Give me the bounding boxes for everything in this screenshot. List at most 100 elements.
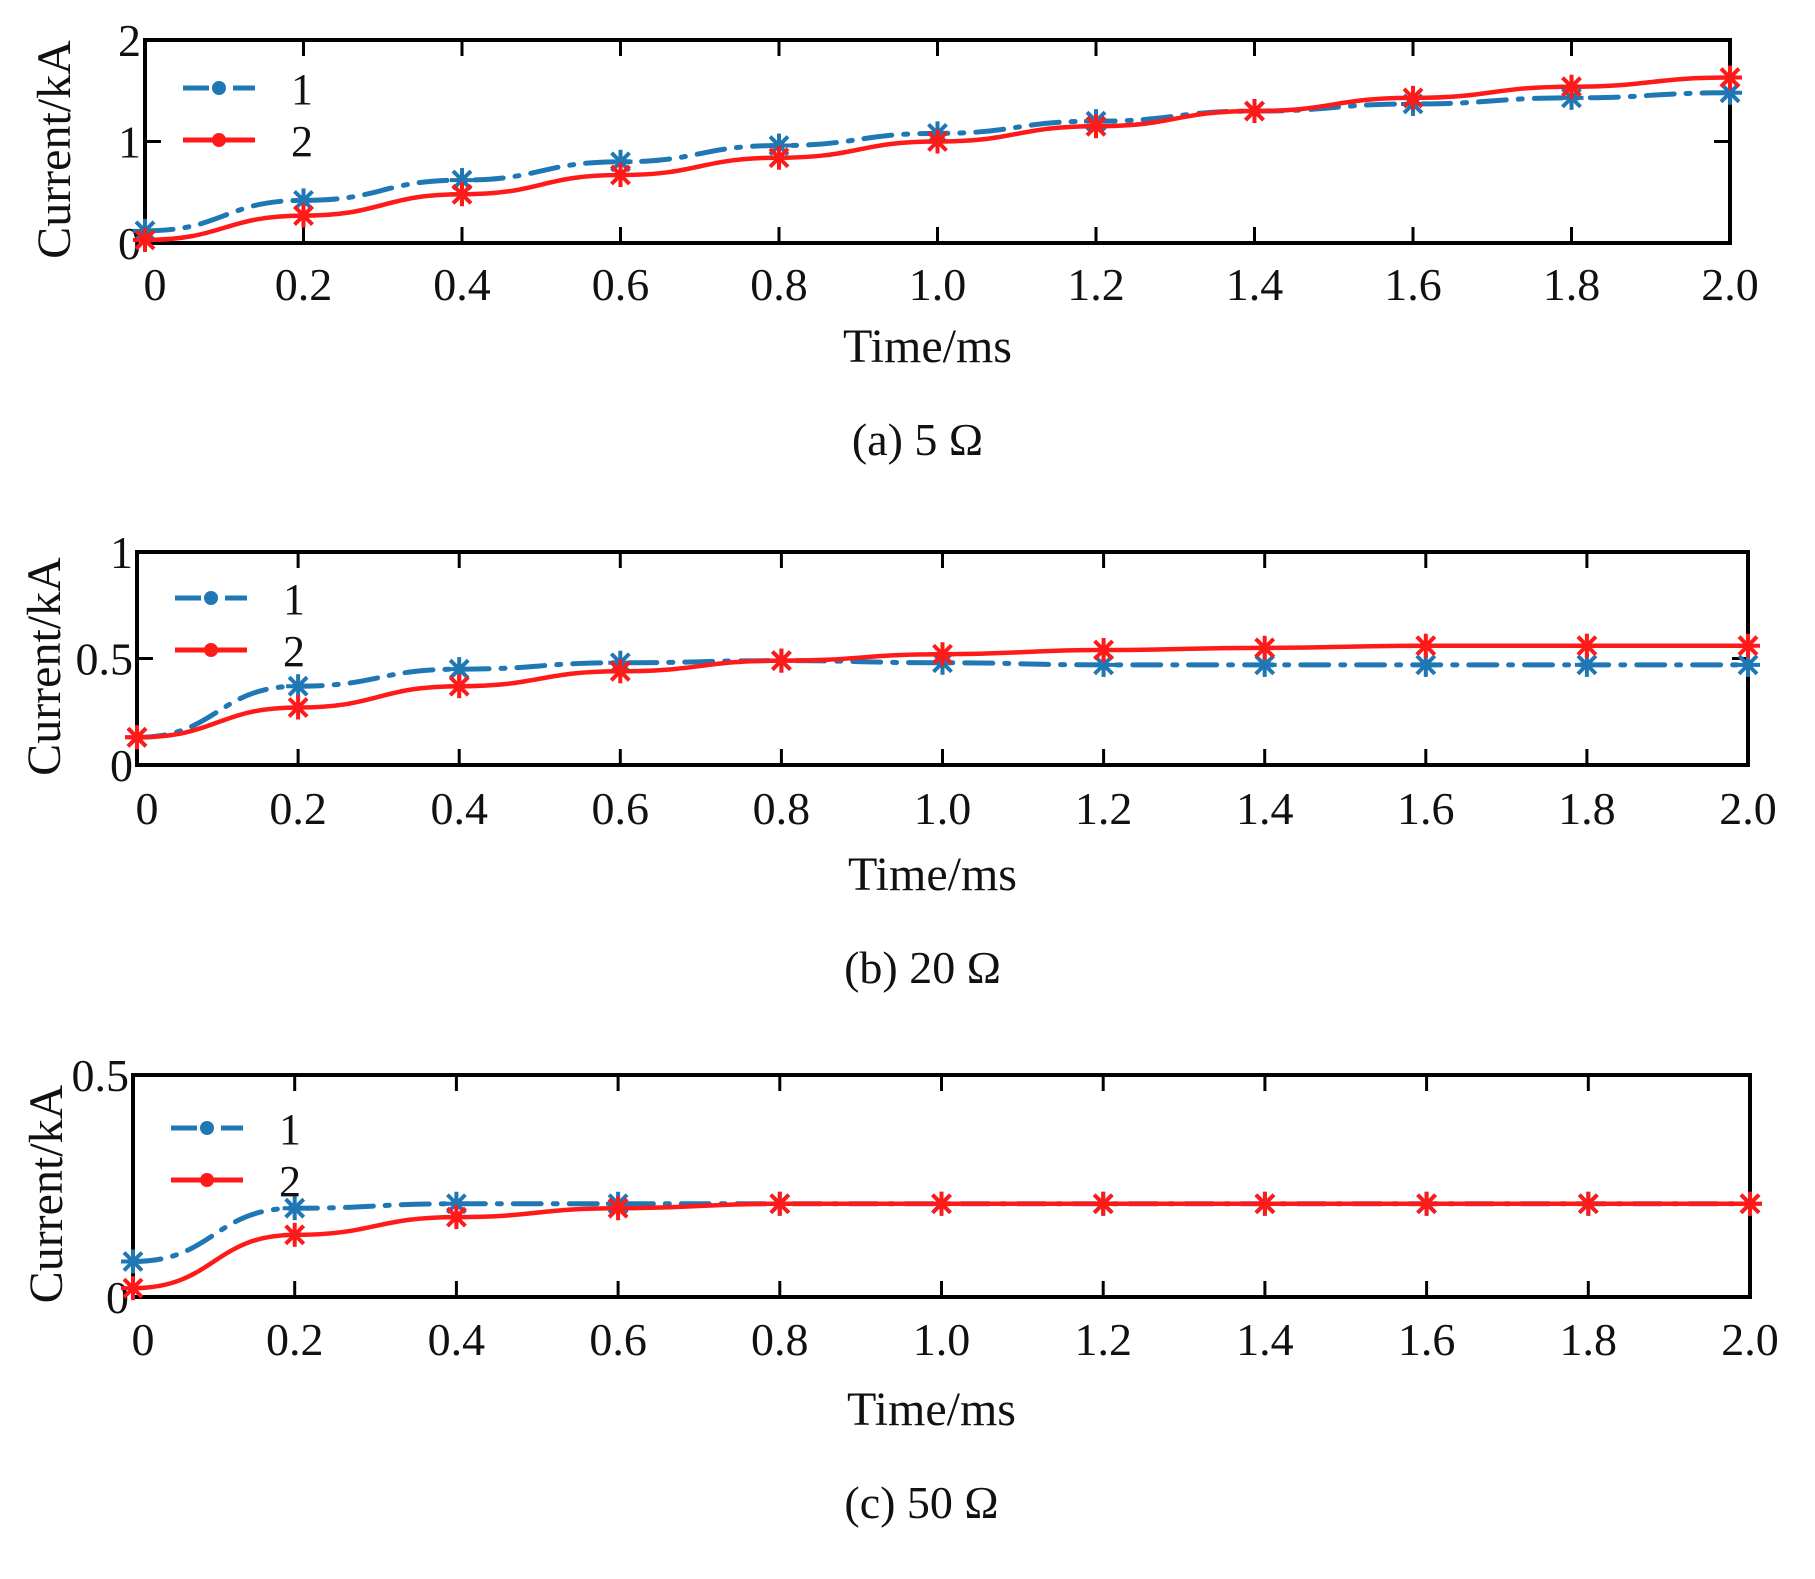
x-tick-label: 1.6: [1384, 259, 1442, 310]
data-point-2-dot: [289, 1229, 300, 1240]
data-point-2: [121, 1276, 145, 1301]
data-point-2-dot: [1091, 121, 1101, 132]
x-tick-label: 2.0: [1719, 783, 1777, 834]
data-point-2: [1738, 1191, 1762, 1216]
data-point-2: [286, 695, 311, 720]
chart-2: 0 0.2 0.4 0.6 0.8 1.0 1.2 1.4 1.6 1.8 2.0 0 0.5 1 Time…: [18, 527, 1777, 993]
data-point-2: [767, 1191, 792, 1216]
data-point-2-dot: [128, 1283, 138, 1294]
data-point-2: [1559, 74, 1584, 99]
data-point-2: [769, 648, 794, 673]
data-point-1-dot: [128, 1256, 138, 1267]
chart-caption: (b) 20 Ω: [844, 942, 1001, 993]
series-2: 2: [133, 65, 1742, 252]
x-tick-label: 2.0: [1701, 259, 1759, 310]
data-point-2-dot: [293, 702, 304, 713]
data-point-2-dot: [774, 1198, 785, 1209]
data-point-2: [133, 227, 157, 252]
y-axis-title: Current/kA: [20, 1084, 73, 1303]
x-tick-label: 1.2: [1074, 1314, 1132, 1365]
x-tick-label: 1.4: [1236, 783, 1294, 834]
data-point-2-dot: [776, 655, 787, 666]
data-point-2-dot: [132, 732, 142, 743]
data-point-2-dot: [140, 234, 150, 245]
data-point-2-dot: [1098, 1198, 1109, 1209]
x-tick-label: 1.4: [1226, 259, 1284, 310]
data-point-2: [606, 1196, 631, 1221]
data-point-2: [1084, 114, 1108, 139]
x-tick-label: 1.2: [1075, 783, 1133, 834]
data-point-2: [1252, 635, 1277, 660]
data-point-2-dot: [613, 1203, 624, 1214]
legend-label-1: 1: [291, 65, 313, 114]
data-point-2: [125, 725, 149, 750]
legend-marker-1: [204, 591, 218, 605]
x-axis-title: Time/ms: [847, 1383, 1016, 1436]
data-point-1-dot: [1581, 659, 1592, 670]
data-point-2: [608, 659, 633, 684]
data-point-1-dot: [289, 1203, 300, 1214]
data-point-2-dot: [457, 189, 467, 200]
data-point-2: [1736, 633, 1760, 658]
data-point-2-dot: [451, 1212, 462, 1223]
series-2: 2: [125, 627, 1760, 750]
data-point-2-dot: [1249, 106, 1260, 117]
data-point-1-dot: [1743, 659, 1753, 670]
data-point-1: [1736, 652, 1760, 677]
x-tick-label: 0.6: [592, 259, 650, 310]
data-point-2: [1401, 85, 1425, 110]
data-point-1-dot: [293, 681, 304, 692]
data-point-2: [444, 1205, 469, 1230]
data-point-2: [1252, 1191, 1277, 1216]
x-tick-label: 0.6: [589, 1314, 647, 1365]
x-tick-label: 0: [136, 783, 159, 834]
data-point-2-dot: [1259, 642, 1270, 653]
series-line-1: [142, 90, 1733, 234]
data-point-2-dot: [774, 152, 784, 163]
series-line-2: [134, 643, 1751, 740]
data-point-2-dot: [298, 210, 309, 221]
x-tick-label: 1.4: [1236, 1314, 1294, 1365]
legend-marker-1: [200, 1121, 214, 1135]
x-tick-label: 0.6: [592, 783, 650, 834]
x-tick-label: 0.8: [753, 783, 811, 834]
x-tick-label: 1.6: [1398, 1314, 1456, 1365]
x-tick-label: 0.2: [269, 783, 327, 834]
x-tick-label: 1.0: [909, 259, 967, 310]
x-tick-label: 1.0: [914, 783, 972, 834]
y-tick-label: 0: [106, 1272, 129, 1323]
data-point-2: [291, 203, 316, 228]
data-point-2-dot: [1098, 644, 1109, 655]
chart-caption: (a) 5 Ω: [852, 414, 983, 465]
data-point-1-dot: [1725, 87, 1735, 98]
x-tick-label: 1.8: [1558, 783, 1616, 834]
y-tick-label: 0: [110, 740, 133, 791]
legend-marker-2: [212, 133, 226, 147]
data-point-2-dot: [1408, 92, 1418, 103]
x-tick-label: 1.8: [1560, 1314, 1618, 1365]
data-point-1-dot: [774, 140, 784, 151]
legend-marker-2: [204, 643, 218, 657]
x-tick-label: 2.0: [1721, 1314, 1779, 1365]
data-point-2: [1574, 633, 1599, 658]
data-point-2-dot: [1581, 640, 1592, 651]
data-point-1-dot: [1420, 659, 1431, 670]
data-point-2: [1413, 633, 1438, 658]
data-point-2: [1242, 99, 1267, 124]
data-point-1: [286, 674, 311, 699]
x-tick-label: 1.2: [1067, 259, 1125, 310]
x-tick-label: 1.8: [1543, 259, 1601, 310]
data-point-1: [282, 1196, 307, 1221]
x-tick-label: 0.4: [433, 259, 491, 310]
x-tick-label: 0: [144, 259, 167, 310]
data-point-2-dot: [1421, 1198, 1432, 1209]
data-point-2-dot: [1743, 640, 1753, 651]
legend-marker-1: [212, 81, 226, 95]
chart-3: 0 0.2 0.4 0.6 0.8 1.0 1.2 1.4 1.6 1.8 2.0 0 0.5 Time/…: [20, 1050, 1779, 1528]
data-point-1-dot: [298, 195, 309, 206]
x-axis-title: Time/ms: [848, 848, 1017, 901]
chart-caption: (c) 50 Ω: [844, 1477, 998, 1528]
legend-label-2: 2: [283, 627, 305, 676]
y-axis-title: Current/kA: [28, 40, 81, 259]
legend-label-1: 1: [279, 1105, 301, 1154]
